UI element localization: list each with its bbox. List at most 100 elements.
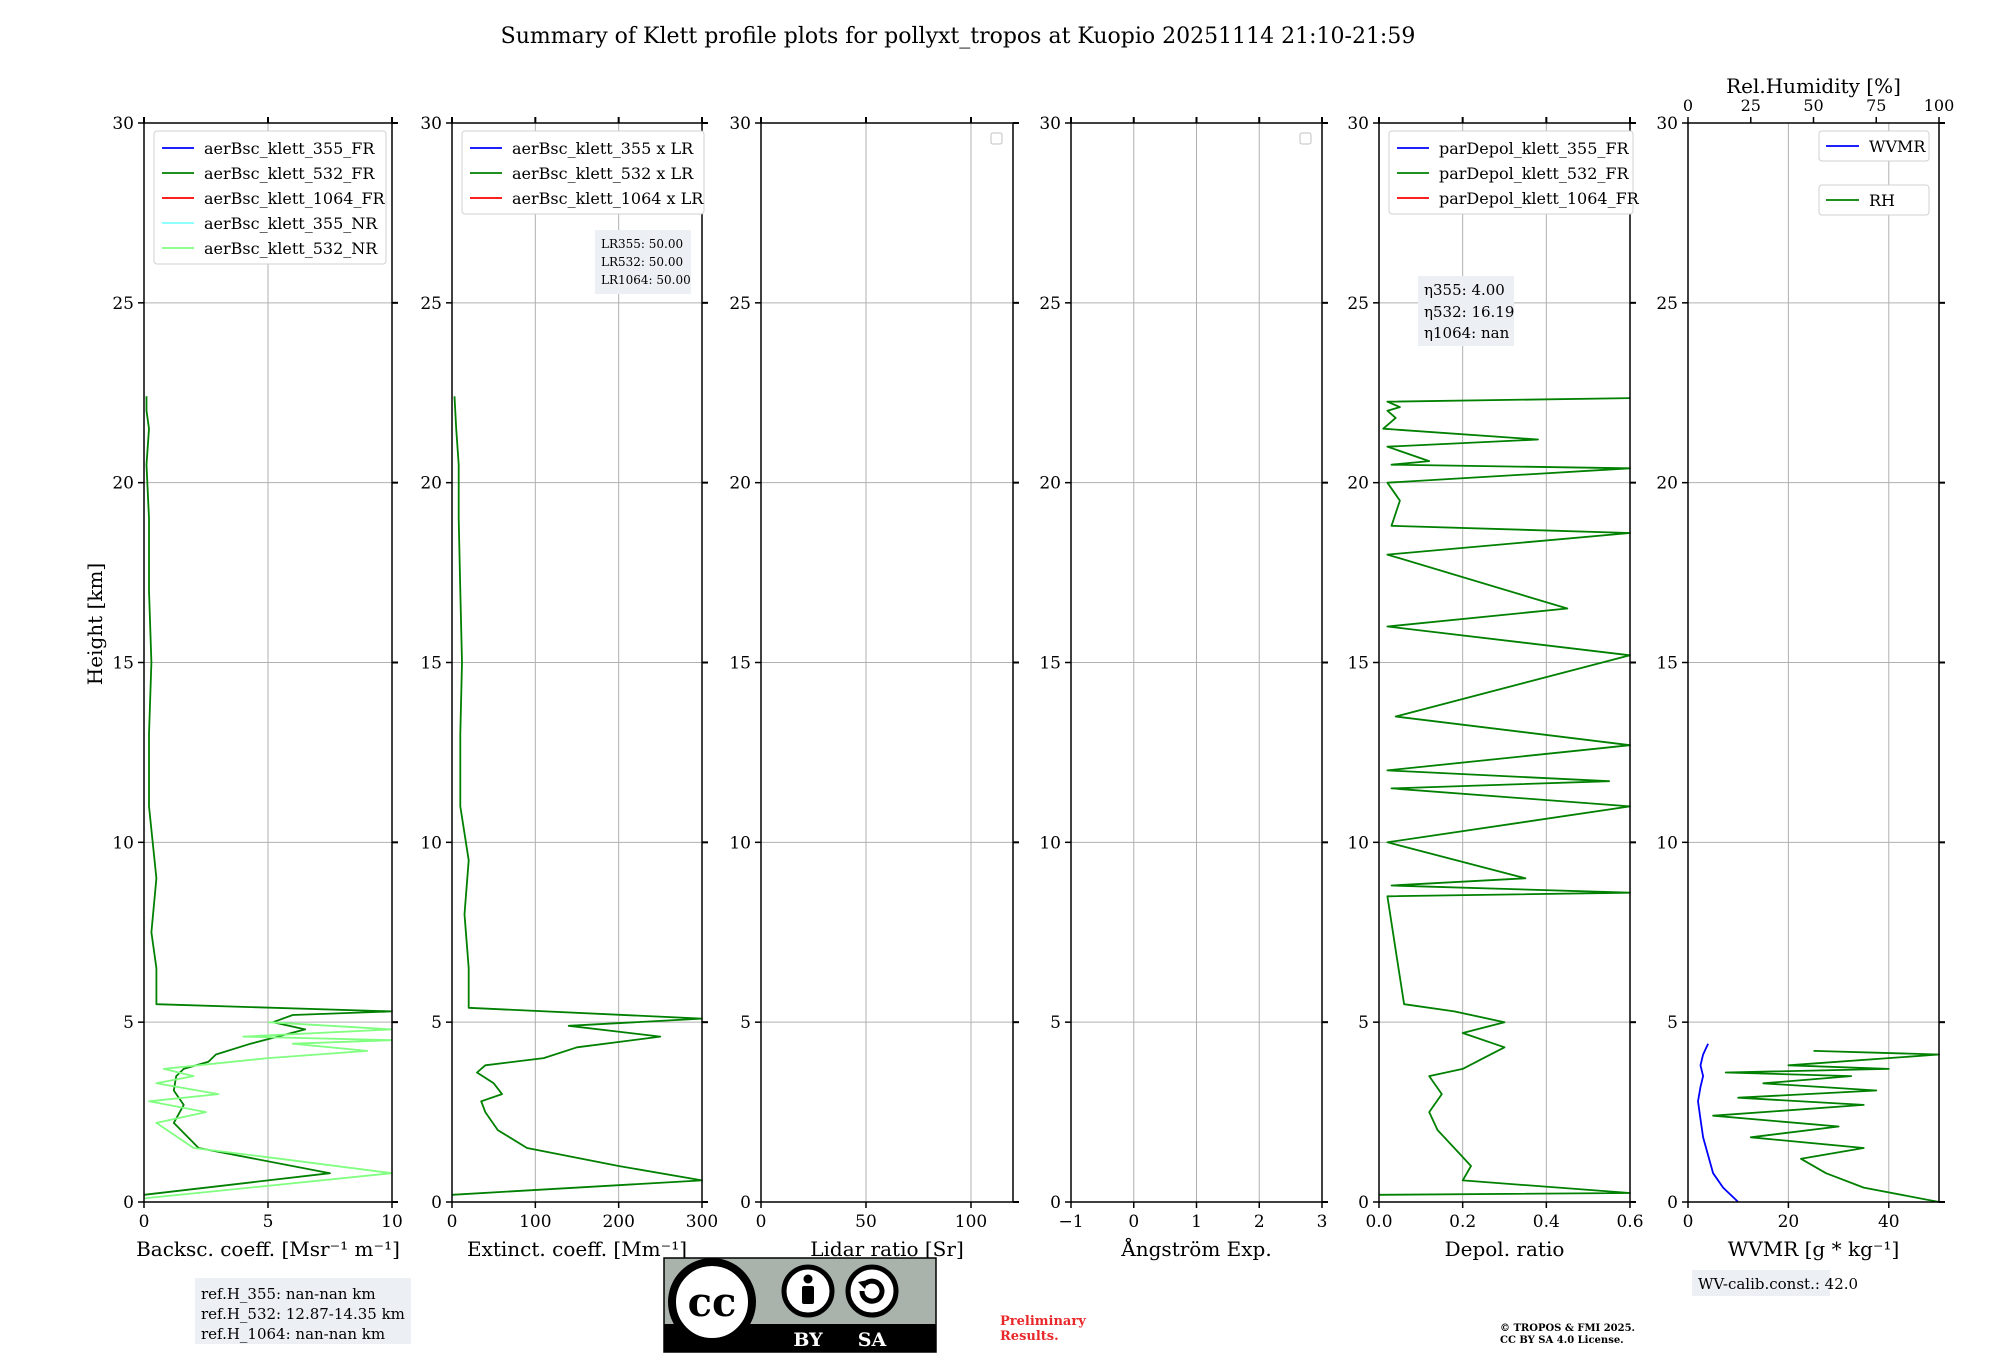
empty-legend-box <box>990 132 1003 145</box>
x-tick-label: 3 <box>1317 1212 1328 1232</box>
y-tick-label: 0 <box>1667 1193 1678 1213</box>
axes-frame <box>451 122 703 1203</box>
x-axis-label: Depol. ratio <box>1445 1237 1565 1261</box>
legend-label: parDepol_klett_355_FR <box>1439 139 1630 158</box>
y-tick-label: 0 <box>123 1193 134 1213</box>
legend-box <box>1818 184 1930 216</box>
depol-eta-box: η355: 4.00 η532: 16.19 η1064: nan <box>1418 276 1514 346</box>
y-tick-label: 25 <box>729 294 751 314</box>
preliminary-text: Results. <box>1000 1329 1059 1344</box>
WVMR-line <box>1697 1043 1739 1203</box>
bsc-info-box: ref.H_355: nan-nan km ref.H_532: 12.87-1… <box>195 1278 411 1344</box>
legend-label: aerBsc_klett_1064 x LR <box>512 189 704 208</box>
bsc-info-line: ref.H_355: nan-nan km <box>201 1285 376 1303</box>
y-tick-label: 15 <box>1039 654 1061 674</box>
y-tick-label: 0 <box>431 1193 442 1213</box>
y-tick-label: 20 <box>729 474 751 494</box>
x-tick-label: 1 <box>1191 1212 1202 1232</box>
legend-label: aerBsc_klett_355_FR <box>204 139 375 158</box>
axes-frame <box>143 122 393 1203</box>
cc-logo-text: cc <box>688 1279 737 1326</box>
x-tick-label: 0 <box>139 1212 150 1232</box>
y-tick-label: 30 <box>420 114 442 134</box>
preliminary-text: Preliminary <box>1000 1314 1086 1329</box>
legend-box <box>1818 130 1930 162</box>
y-tick-label: 0 <box>1050 1193 1061 1213</box>
aerBsc_klett_532_NR-line <box>143 1021 393 1200</box>
sa-label: SA <box>858 1329 887 1351</box>
RH-line <box>1712 1050 1940 1203</box>
legend-label: aerBsc_klett_532 x LR <box>512 164 694 183</box>
x-tick-label: 0 <box>756 1212 767 1232</box>
y-tick-label: 5 <box>1358 1013 1369 1033</box>
sa-share-icon <box>845 1264 899 1318</box>
lr-line: LR1064: 50.00 <box>601 273 691 287</box>
x-axis-label: Lidar ratio [Sr] <box>810 1237 964 1261</box>
sa-share-arrow <box>859 1278 885 1304</box>
extinction_532-line <box>451 396 703 1196</box>
y-tick-label: 20 <box>1347 474 1369 494</box>
legend-label: WVMR <box>1869 137 1926 156</box>
cc-license-badge: cc BY SA <box>663 1257 937 1353</box>
sa-share-arrowhead <box>858 1280 868 1289</box>
y-tick-label: 5 <box>1667 1013 1678 1033</box>
y-tick-label: 25 <box>1347 294 1369 314</box>
cc-logo-icon <box>668 1258 756 1346</box>
legend-label: parDepol_klett_1064_FR <box>1439 189 1640 208</box>
eta-line: η532: 16.19 <box>1424 303 1514 321</box>
bsc-info-line: ref.H_1064: nan-nan km <box>201 1325 385 1343</box>
legend-label: aerBsc_klett_532_FR <box>204 164 375 183</box>
axes-frame <box>1687 122 1940 1203</box>
legend-label: aerBsc_klett_355 x LR <box>512 139 694 158</box>
top-x-tick-label: 100 <box>1924 96 1955 115</box>
x-tick-label: 10 <box>381 1212 403 1232</box>
wv-panel: 0 5 10 15 20 25 30 0 20 40 0 25 50 75 100 Rel.Humidity … <box>1656 74 1954 1261</box>
y-tick-label: 20 <box>1039 474 1061 494</box>
legend-label: RH <box>1869 191 1895 210</box>
bsc-panel: 0 5 10 15 20 25 30 0 5 10 Backsc. coeff. [Msr⁻¹ m⁻… <box>112 114 402 1261</box>
x-tick-label: 0 <box>447 1212 458 1232</box>
x-tick-label: 0 <box>1683 1212 1694 1232</box>
y-tick-label: 5 <box>431 1013 442 1033</box>
x-tick-label: 0 <box>1128 1212 1139 1232</box>
parDepol_klett_532_FR-line <box>1378 397 1631 1196</box>
x-tick-label: 20 <box>1778 1212 1800 1232</box>
y-tick-label: 0 <box>1358 1193 1369 1213</box>
lr-panel: 0 5 10 15 20 25 30 0 50 100 Lidar ratio [Sr] <box>729 114 1019 1261</box>
axes-frame <box>760 122 1014 1203</box>
x-tick-label: 0.4 <box>1533 1212 1560 1232</box>
y-tick-label: 15 <box>1347 654 1369 674</box>
y-tick-label: 30 <box>112 114 134 134</box>
axes-frame <box>1378 122 1631 1203</box>
x-tick-label: 0.6 <box>1616 1212 1643 1232</box>
y-tick-label: 25 <box>112 294 134 314</box>
x-tick-label: −1 <box>1058 1212 1083 1232</box>
y-tick-label: 20 <box>420 474 442 494</box>
y-tick-label: 5 <box>740 1013 751 1033</box>
legend-box <box>153 130 387 265</box>
y-tick-label: 25 <box>1039 294 1061 314</box>
y-tick-label: 25 <box>1656 294 1678 314</box>
y-tick-label: 25 <box>420 294 442 314</box>
y-axis-label: Height [km] <box>83 563 107 685</box>
y-tick-label: 10 <box>420 833 442 853</box>
x-tick-label: 300 <box>686 1212 718 1232</box>
y-tick-label: 15 <box>420 654 442 674</box>
y-tick-label: 10 <box>729 833 751 853</box>
y-tick-label: 10 <box>1656 833 1678 853</box>
x-tick-label: 50 <box>855 1212 877 1232</box>
x-tick-label: 100 <box>955 1212 987 1232</box>
by-person-head <box>803 1274 813 1284</box>
top-x-tick-label: 0 <box>1683 96 1693 115</box>
y-tick-label: 10 <box>1347 833 1369 853</box>
empty-legend-box <box>1299 132 1312 145</box>
top-x-tick-label: 50 <box>1803 96 1823 115</box>
x-tick-label: 0.2 <box>1449 1212 1476 1232</box>
legend-label: aerBsc_klett_532_NR <box>204 239 378 258</box>
eta-line: η1064: nan <box>1424 324 1510 342</box>
lr-line: LR532: 50.00 <box>601 255 683 269</box>
y-tick-label: 10 <box>112 833 134 853</box>
